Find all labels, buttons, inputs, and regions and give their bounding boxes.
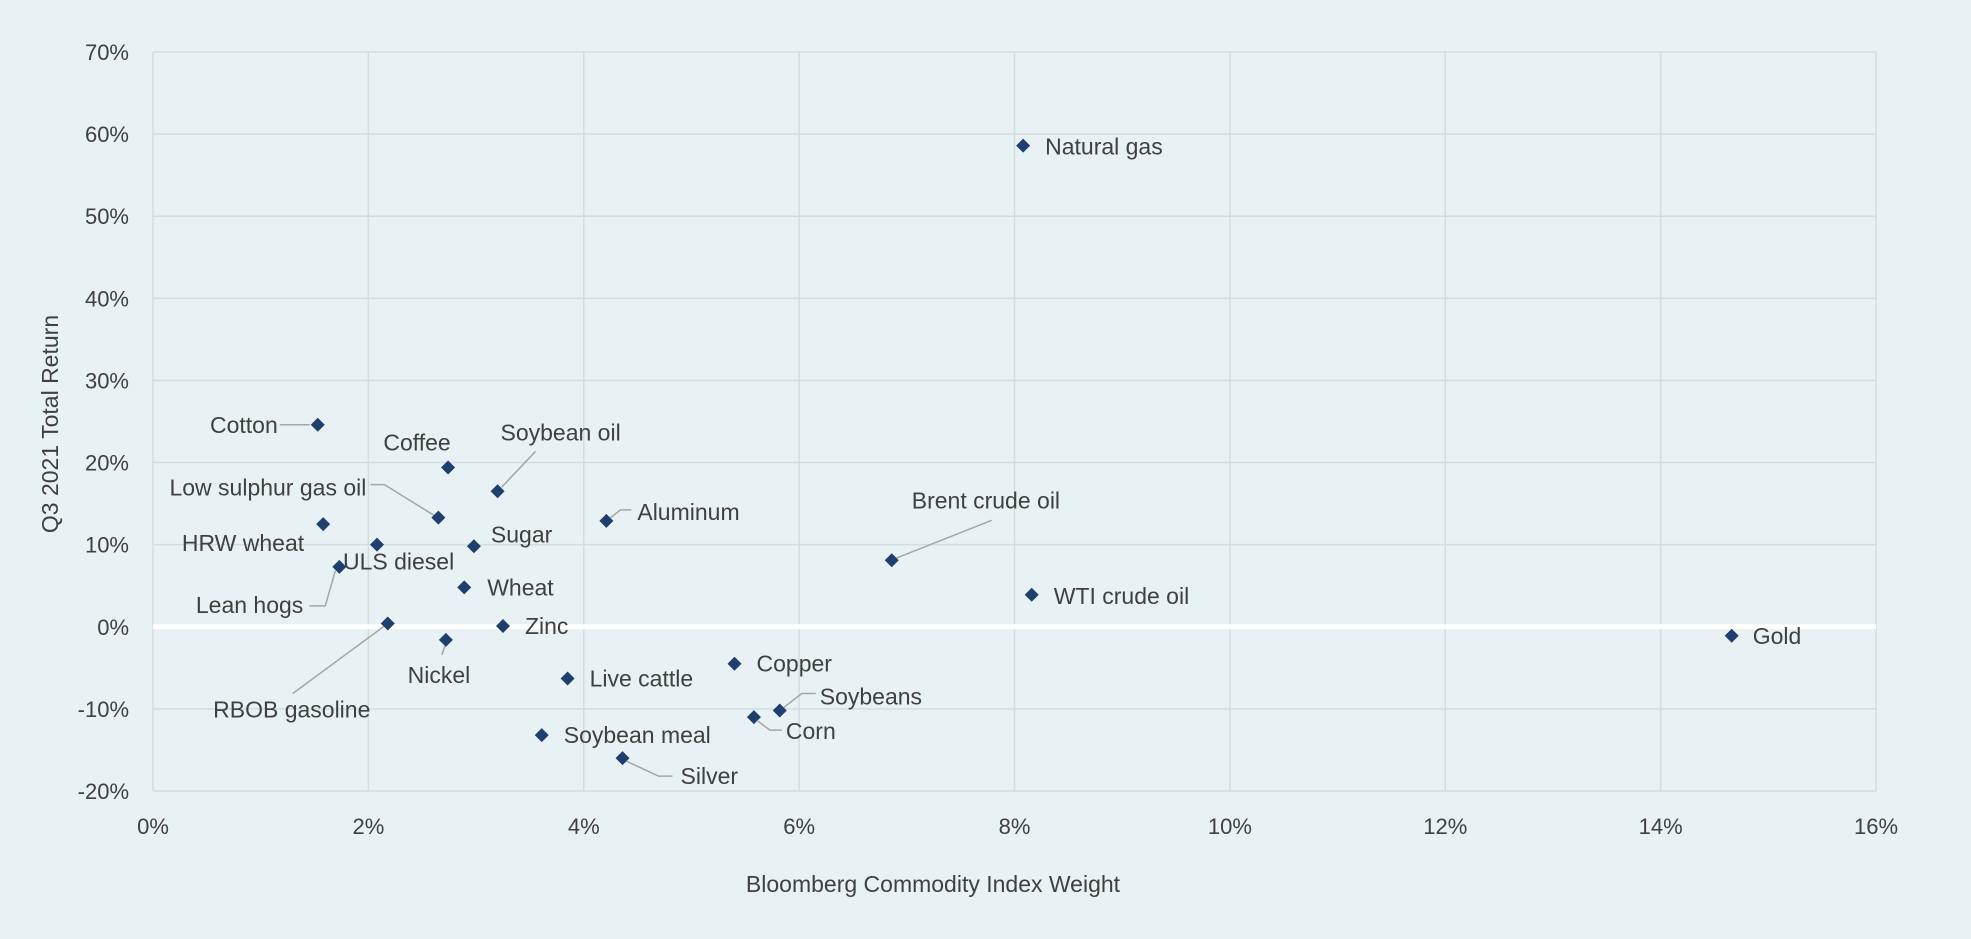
x-axis-title: Bloomberg Commodity Index Weight (746, 871, 1121, 897)
label-sugar: Sugar (491, 521, 553, 547)
label-silver: Silver (681, 763, 739, 789)
leader-low-sulphur-gas-oil (370, 483, 435, 517)
leader-lean-hogs (309, 570, 337, 607)
y-tick-label: 0% (97, 615, 129, 640)
point-aluminum (599, 513, 614, 528)
label-corn: Corn (786, 718, 836, 744)
label-nickel: Nickel (408, 662, 471, 688)
data-points (310, 138, 1739, 766)
y-tick-label: 30% (85, 368, 129, 393)
axis-ticks: -20% -10% 0% 10% 20% 30% 40% 50% 60% 70% 0% 2% 4% 6% 8… (78, 40, 1898, 839)
leader-rbob-gasoline (292, 625, 385, 695)
y-axis-title: Q3 2021 Total Return (37, 315, 63, 533)
point-live-cattle (560, 671, 575, 686)
label-uls-diesel: ULS diesel (343, 549, 454, 575)
label-gold: Gold (1753, 623, 1802, 649)
label-aluminum: Aluminum (637, 499, 739, 525)
leader-nickel (441, 645, 446, 656)
y-tick-label: 70% (85, 40, 129, 65)
x-tick-label: 2% (352, 814, 384, 839)
label-soybean-oil: Soybean oil (500, 419, 620, 445)
y-tick-label: 50% (85, 204, 129, 229)
point-labels: Natural gas Cotton Coffee Soybean oil Low su… (169, 134, 1801, 790)
x-tick-label: 0% (137, 814, 169, 839)
point-soybean-oil (490, 484, 505, 499)
label-cotton: Cotton (210, 412, 278, 438)
y-tick-label: 60% (85, 122, 129, 147)
x-tick-label: 4% (568, 814, 600, 839)
point-wheat (457, 580, 472, 595)
y-tick-label: -20% (78, 779, 129, 804)
label-hrw-wheat: HRW wheat (182, 530, 305, 556)
label-wheat: Wheat (487, 574, 554, 600)
point-zinc (495, 618, 510, 633)
label-brent-crude-oil: Brent crude oil (912, 487, 1060, 513)
label-copper: Copper (757, 651, 833, 677)
leader-lines (279, 424, 993, 777)
point-nickel (438, 632, 453, 647)
label-wti-crude-oil: WTI crude oil (1054, 583, 1189, 609)
point-soybeans (772, 703, 787, 718)
point-cotton (310, 417, 325, 432)
y-tick-label: 40% (85, 286, 129, 311)
leader-corn (757, 720, 782, 731)
point-gold (1724, 628, 1739, 643)
x-tick-label: 8% (999, 814, 1031, 839)
x-tick-label: 16% (1854, 814, 1898, 839)
leader-silver (626, 760, 673, 777)
label-soybeans: Soybeans (820, 684, 922, 710)
point-copper (727, 656, 742, 671)
leader-brent-crude-oil (895, 519, 993, 559)
leader-aluminum (609, 509, 632, 519)
point-uls-diesel (369, 537, 384, 552)
point-wti-crude-oil (1024, 587, 1039, 602)
label-coffee: Coffee (383, 429, 450, 455)
label-rbob-gasoline: RBOB gasoline (213, 696, 370, 722)
label-lean-hogs: Lean hogs (196, 592, 303, 618)
y-tick-label: -10% (78, 697, 129, 722)
grid-lines (152, 51, 1877, 792)
label-live-cattle: Live cattle (590, 666, 694, 692)
label-soybean-meal: Soybean meal (564, 722, 711, 748)
point-soybean-meal (534, 728, 549, 743)
x-tick-label: 12% (1423, 814, 1467, 839)
label-zinc: Zinc (525, 613, 568, 639)
point-natural-gas (1016, 138, 1031, 153)
y-tick-label: 10% (85, 533, 129, 558)
point-brent-crude-oil (884, 553, 899, 568)
point-lean-hogs (332, 559, 347, 574)
label-natural-gas: Natural gas (1045, 134, 1163, 160)
leader-soybean-oil (501, 450, 537, 488)
leader-soybeans (783, 692, 816, 709)
point-silver (615, 751, 630, 766)
label-low-sulphur-gas-oil: Low sulphur gas oil (169, 475, 366, 501)
y-tick-label: 20% (85, 451, 129, 476)
x-tick-label: 6% (783, 814, 815, 839)
x-tick-label: 10% (1208, 814, 1252, 839)
point-corn (746, 710, 761, 725)
point-coffee (441, 460, 456, 475)
point-sugar (466, 539, 481, 554)
x-tick-label: 14% (1639, 814, 1683, 839)
point-rbob-gasoline (380, 616, 395, 631)
point-low-sulphur-gas-oil (431, 510, 446, 525)
point-hrw-wheat (316, 517, 331, 532)
